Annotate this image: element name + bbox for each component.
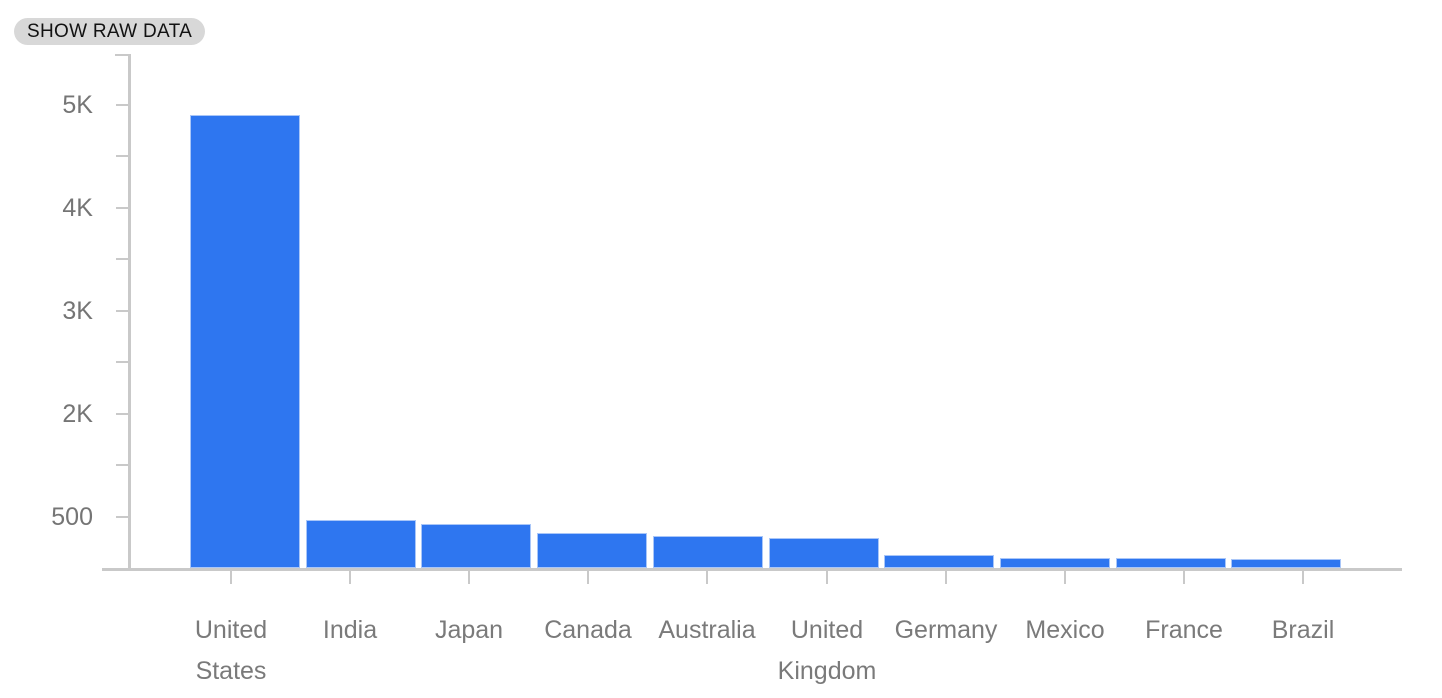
x-axis-label-united-states: United States <box>194 616 268 685</box>
bar-united-kingdom[interactable] <box>769 538 879 568</box>
x-axis-tick-france <box>1183 571 1185 584</box>
y-axis-label-2k: 2K <box>62 399 93 428</box>
bar-canada[interactable] <box>537 533 647 568</box>
x-axis-label-brazil: Brazil <box>1271 616 1335 644</box>
x-axis-tick-india <box>349 571 351 584</box>
y-axis-label-5k: 5K <box>62 91 93 119</box>
y-axis-tick <box>116 309 129 312</box>
bar-australia[interactable] <box>653 536 763 568</box>
x-axis-label-france: France <box>1145 616 1223 644</box>
y-axis-tick <box>116 515 129 518</box>
x-axis-label-japan: Japan <box>434 616 504 644</box>
y-axis-tick <box>116 155 129 158</box>
x-axis-label-australia: Australia <box>658 616 756 644</box>
y-axis-tick <box>116 412 129 415</box>
x-axis-label-united-kingdom: United Kingdom <box>777 616 877 685</box>
x-axis-tick-japan <box>468 571 470 584</box>
y-axis-tick <box>116 464 129 467</box>
x-axis-tick-united-states <box>230 571 232 584</box>
x-axis-tick-canada <box>587 571 589 584</box>
bar-france[interactable] <box>1116 558 1226 568</box>
show-raw-data-button[interactable]: SHOW RAW DATA <box>14 18 206 45</box>
y-axis-label-4k: 4K <box>62 193 93 222</box>
y-axis-tick <box>116 361 129 364</box>
x-axis-label-germany: Germany <box>894 616 998 644</box>
x-axis-tick-mexico <box>1064 571 1066 584</box>
bar-india[interactable] <box>306 520 416 568</box>
bar-united-states[interactable] <box>190 115 300 568</box>
x-axis-line <box>102 568 1402 571</box>
bar-germany[interactable] <box>884 555 994 568</box>
bar-brazil[interactable] <box>1231 559 1341 568</box>
y-axis-tick <box>116 206 129 209</box>
y-axis-label-500: 500 <box>51 502 93 531</box>
x-axis-label-india: India <box>322 616 378 644</box>
x-axis-label-canada: Canada <box>544 616 632 644</box>
y-axis-label-3k: 3K <box>62 296 93 325</box>
bar-japan[interactable] <box>421 524 531 568</box>
y-axis-tick <box>116 258 129 261</box>
y-axis-top-cap <box>115 54 129 56</box>
x-axis-tick-australia <box>706 571 708 584</box>
x-axis-tick-brazil <box>1302 571 1304 584</box>
bar-mexico[interactable] <box>1000 558 1110 568</box>
y-axis-line <box>128 54 131 571</box>
y-axis-tick <box>116 104 129 106</box>
x-axis-tick-united-kingdom <box>826 571 828 584</box>
x-axis-tick-germany <box>945 571 947 584</box>
x-axis-label-mexico: Mexico <box>1025 616 1105 644</box>
